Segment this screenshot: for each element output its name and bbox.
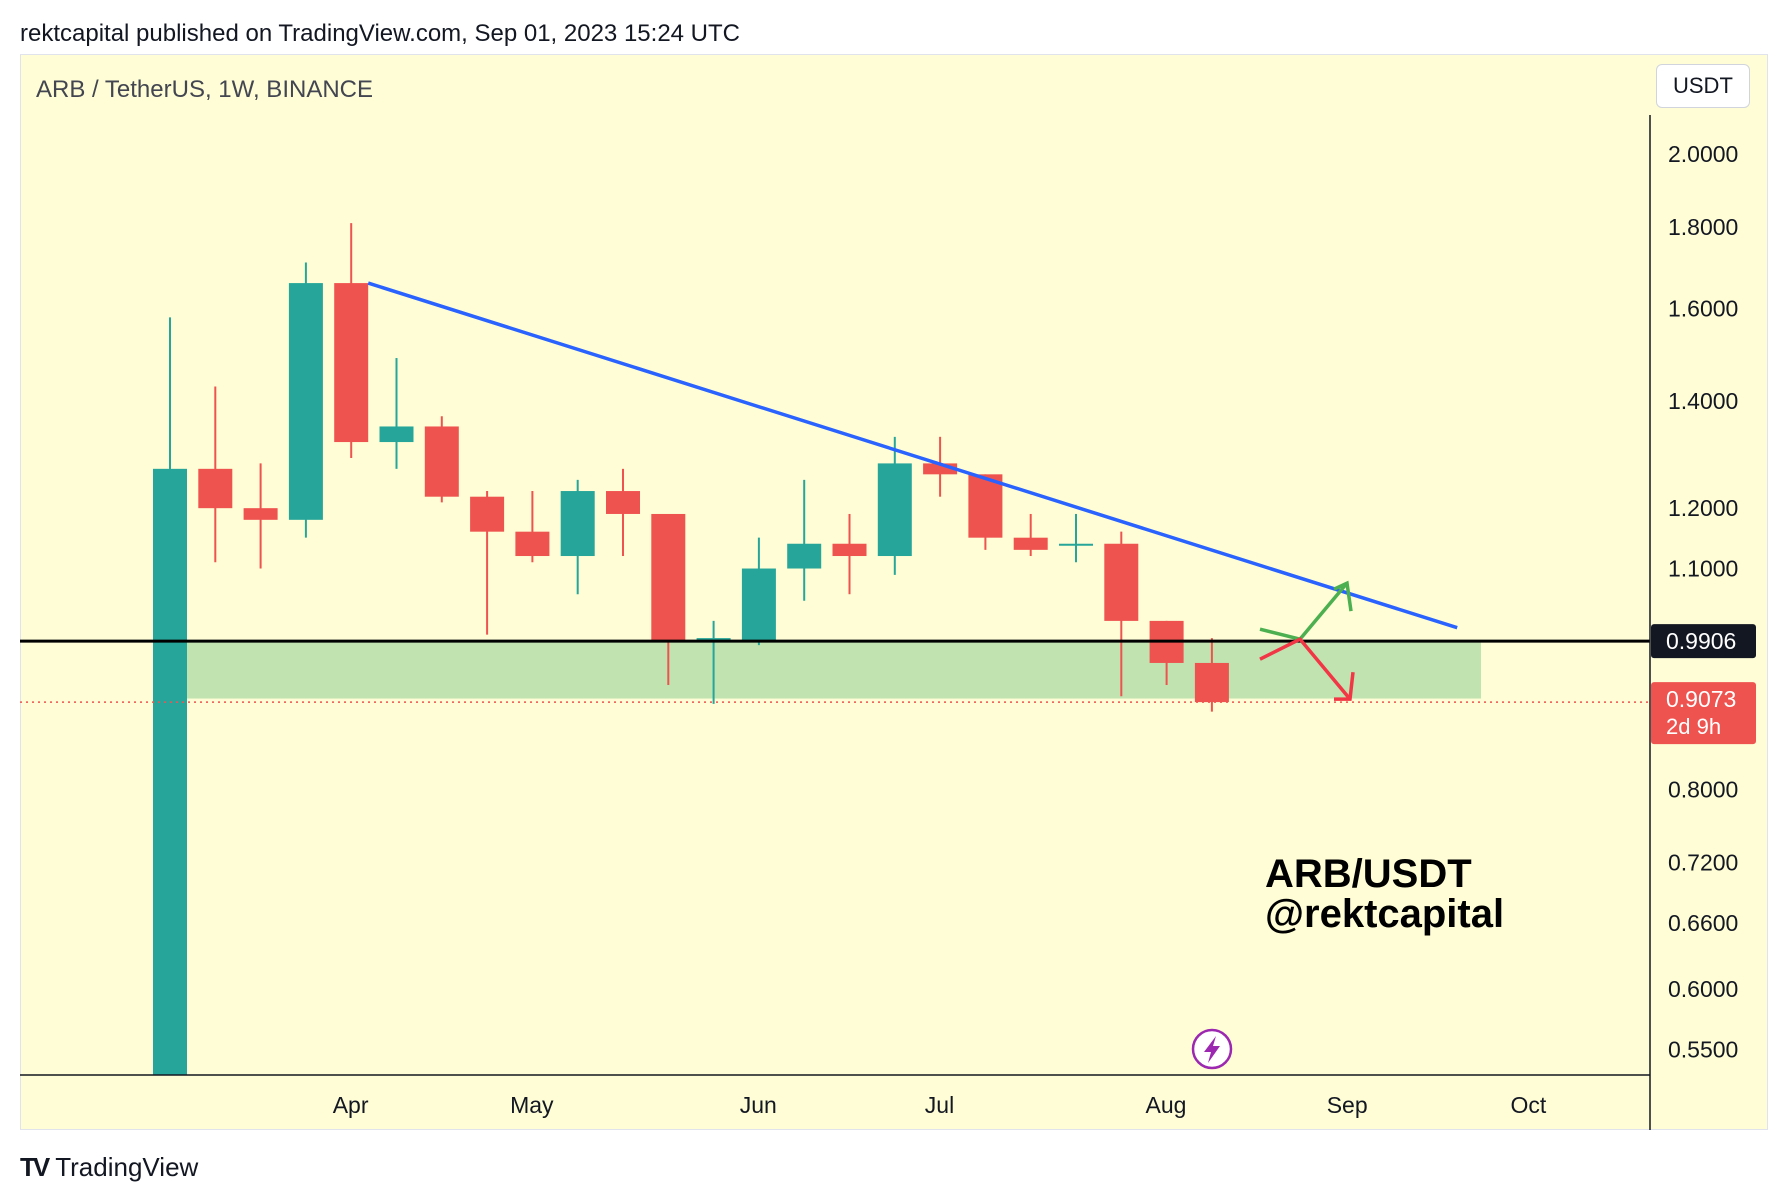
price-tick-label: 1.2000 [1668, 495, 1738, 521]
candle-body[interactable] [560, 491, 595, 557]
candle-body[interactable] [787, 543, 822, 569]
candle-body[interactable] [288, 283, 323, 520]
current-price-label: 0.9073 [1666, 686, 1736, 712]
candle-body[interactable] [1059, 543, 1093, 546]
annotation-author: @rektcapital [1265, 892, 1504, 936]
candle-body[interactable] [424, 426, 459, 497]
candle-body[interactable] [198, 468, 233, 509]
tradingview-brand-text: TradingView [55, 1152, 199, 1182]
price-tick-label: 0.8000 [1668, 776, 1738, 802]
candle-body[interactable] [515, 531, 550, 557]
candle-body[interactable] [1013, 537, 1048, 550]
time-tick-label: Jul [925, 1092, 954, 1118]
price-tick-label: 1.6000 [1668, 296, 1738, 322]
time-tick-label: Jun [740, 1092, 777, 1118]
support-price-badge [1651, 624, 1756, 659]
candle-body[interactable] [1104, 543, 1139, 621]
candle-body[interactable] [651, 513, 686, 642]
descending-trendline[interactable] [367, 281, 1458, 630]
price-tick-label: 2.0000 [1668, 141, 1738, 167]
candle-body[interactable] [968, 474, 1003, 538]
time-tick-label: Oct [1511, 1092, 1547, 1118]
candle-countdown-label: 2d 9h [1666, 714, 1721, 739]
price-tick-label: 1.4000 [1668, 388, 1738, 414]
time-tick-label: Sep [1327, 1092, 1368, 1118]
time-tick-label: Apr [333, 1092, 369, 1118]
current-price-badge [1651, 682, 1756, 745]
publisher-header: rektcapital published on TradingView.com… [20, 20, 740, 47]
tradingview-logo[interactable]: TV TradingView [20, 1152, 198, 1183]
candle-body[interactable] [923, 463, 958, 475]
candle-body[interactable] [470, 496, 505, 532]
bullish-arrowhead [1333, 580, 1353, 612]
price-tick-label: 1.8000 [1668, 214, 1738, 240]
bearish-scenario-arrow [1259, 636, 1352, 701]
candle-body[interactable] [334, 283, 369, 443]
price-tick-label: 0.6600 [1668, 910, 1738, 936]
candle-body[interactable] [832, 543, 867, 557]
bearish-arrowhead [1334, 671, 1355, 701]
currency-button[interactable]: USDT [1656, 64, 1750, 108]
price-tick-label: 0.6000 [1668, 976, 1738, 1002]
candle-body[interactable] [153, 468, 187, 1076]
chart-frame[interactable] [20, 54, 1768, 1130]
candle-body[interactable] [741, 568, 776, 642]
symbol-label: ARB / TetherUS, 1W, BINANCE [36, 76, 373, 103]
tradingview-logo-icon: TV [20, 1152, 50, 1182]
support-zone [185, 641, 1481, 699]
candle-body[interactable] [606, 491, 640, 514]
support-price-label: 0.9906 [1666, 628, 1736, 654]
candle-body[interactable] [379, 426, 414, 443]
time-tick-label: Aug [1146, 1092, 1187, 1118]
candle-body[interactable] [877, 463, 912, 557]
candle-body[interactable] [243, 508, 278, 520]
price-tick-label: 1.1000 [1668, 556, 1738, 582]
candle-body[interactable] [1194, 662, 1229, 703]
annotation-pair: ARB/USDT [1265, 852, 1472, 896]
time-tick-label: May [510, 1092, 554, 1118]
bolt-icon [1204, 1036, 1220, 1063]
bullish-scenario-arrow [1259, 582, 1349, 642]
price-tick-label: 0.5500 [1668, 1036, 1738, 1062]
price-tick-label: 0.7200 [1668, 849, 1738, 875]
